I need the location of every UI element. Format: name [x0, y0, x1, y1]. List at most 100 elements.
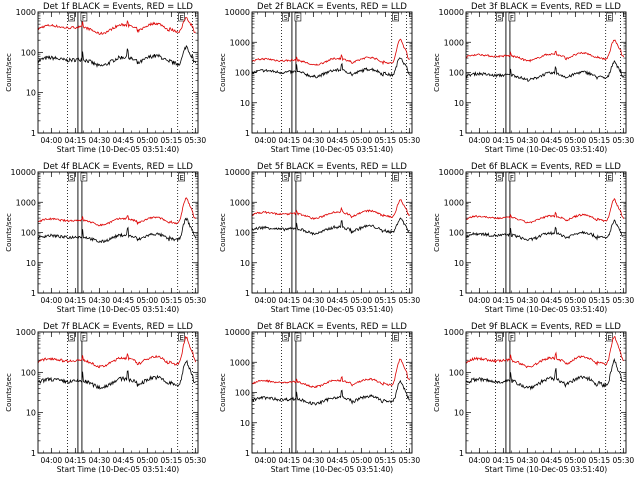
flag-marker-tag — [294, 12, 302, 22]
flag-marker-label: S — [497, 174, 502, 182]
flag-marker-label: F — [296, 14, 300, 22]
x-tick-label: 05:15 — [589, 136, 611, 145]
y-tick-label: 100 — [21, 368, 36, 377]
x-tick-label: 05:00 — [351, 296, 373, 305]
flag-marker-tag — [392, 172, 399, 182]
x-tick-label: 04:45 — [327, 456, 349, 465]
x-tick-label: 05:15 — [589, 456, 611, 465]
x-tick-label: 04:45 — [113, 296, 135, 305]
y-tick-label: 10 — [454, 99, 464, 108]
x-tick-label: 04:45 — [113, 456, 135, 465]
x-tick-label: 05:30 — [399, 456, 421, 465]
series-lld-line — [37, 197, 197, 227]
flag-marker-tag — [294, 332, 302, 342]
x-tick-label: 05:15 — [161, 296, 183, 305]
x-tick-label: 04:45 — [541, 456, 563, 465]
y-tick-label: 1 — [31, 289, 36, 298]
flag-marker-label: S — [283, 174, 288, 182]
y-tick-label: 100 — [235, 69, 250, 78]
x-tick-label: 05:15 — [375, 296, 397, 305]
x-tick-label: 05:30 — [399, 296, 421, 305]
flag-marker-tag — [606, 172, 613, 182]
y-axis-label: Counts/sec — [5, 373, 13, 412]
x-axis-label: Start Time (10-Dec-05 03:51:40) — [271, 305, 393, 314]
flag-marker-label: S — [69, 174, 74, 182]
y-tick-label: 100 — [449, 229, 464, 238]
panel-title: Det 6f BLACK = Events, RED = LLD — [471, 162, 621, 172]
flag-marker-label: E — [607, 334, 611, 342]
detector-panel-5: Det 5f BLACK = Events, RED = LLD Counts/s… — [219, 162, 420, 314]
y-tick-label: 1 — [459, 289, 464, 298]
x-axis-label: Start Time (10-Dec-05 03:51:40) — [485, 465, 607, 474]
flag-marker-tag — [508, 12, 516, 22]
y-axis-label: Counts/sec — [219, 373, 227, 412]
panel-title: Det 1f BLACK = Events, RED = LLD — [43, 2, 193, 12]
series-events-line — [465, 59, 625, 82]
panel-title: Det 9f BLACK = Events, RED = LLD — [471, 322, 621, 332]
flag-marker-tag — [80, 332, 88, 342]
x-tick-label: 04:15 — [65, 136, 87, 145]
plot-frame — [251, 11, 413, 134]
y-tick-label: 1 — [459, 449, 464, 458]
flag-marker-label: E — [179, 334, 183, 342]
y-tick-label: 1000 — [16, 8, 36, 17]
x-tick-label: 05:00 — [137, 136, 159, 145]
x-tick-label: 04:00 — [41, 296, 63, 305]
plot-frame — [465, 331, 627, 454]
x-tick-label: 05:30 — [399, 136, 421, 145]
series-lld-line — [37, 17, 196, 35]
panel-title: Det 7f BLACK = Events, RED = LLD — [43, 322, 193, 332]
series-lld-line — [251, 38, 410, 66]
flag-marker-box — [291, 331, 297, 454]
detector-panel-7: Det 7f BLACK = Events, RED = LLD Counts/s… — [5, 322, 206, 474]
x-tick-label: 05:15 — [375, 136, 397, 145]
x-tick-label: 05:30 — [613, 136, 635, 145]
y-tick-label: 10000 — [225, 328, 250, 337]
x-tick-label: 04:00 — [469, 296, 491, 305]
flag-marker-tag — [606, 332, 613, 342]
plot-frame — [37, 11, 199, 134]
flag-marker-label: F — [82, 14, 86, 22]
series-events-line — [465, 219, 624, 242]
flag-marker-tag — [68, 332, 75, 342]
x-tick-label: 04:00 — [469, 456, 491, 465]
y-axis-label: Counts/sec — [433, 53, 441, 92]
x-tick-label: 04:00 — [41, 456, 63, 465]
flag-marker-tag — [68, 172, 75, 182]
x-tick-label: 05:30 — [185, 456, 207, 465]
x-tick-label: 04:00 — [255, 296, 277, 305]
flag-marker-label: F — [510, 334, 514, 342]
y-tick-label: 10000 — [439, 8, 464, 17]
flag-marker-tag — [496, 172, 503, 182]
flag-marker-label: F — [510, 14, 514, 22]
x-tick-label: 04:30 — [303, 136, 325, 145]
flag-marker-tag — [68, 12, 75, 22]
y-tick-label: 10 — [240, 259, 250, 268]
flag-marker-label: S — [497, 334, 502, 342]
x-axis-label: Start Time (10-Dec-05 03:51:40) — [57, 465, 179, 474]
series-events-line — [251, 217, 410, 236]
flag-marker-tag — [80, 12, 88, 22]
flag-marker-label: E — [179, 14, 183, 22]
flag-marker-label: E — [607, 14, 611, 22]
x-tick-label: 04:00 — [41, 136, 63, 145]
x-axis-label: Start Time (10-Dec-05 03:51:40) — [271, 465, 393, 474]
x-tick-label: 04:15 — [493, 456, 515, 465]
x-tick-label: 04:30 — [89, 136, 111, 145]
y-tick-label: 100 — [449, 368, 464, 377]
x-tick-label: 04:00 — [469, 136, 491, 145]
panel-title: Det 3f BLACK = Events, RED = LLD — [471, 2, 621, 12]
flag-marker-box — [505, 11, 511, 134]
flag-marker-label: F — [510, 174, 514, 182]
x-axis-label: Start Time (10-Dec-05 03:51:40) — [57, 305, 179, 314]
flag-marker-tag — [508, 172, 516, 182]
y-axis-label: Counts/sec — [5, 53, 13, 92]
y-tick-label: 1 — [245, 289, 250, 298]
plot-frame — [465, 11, 627, 134]
detector-panel-4: Det 4f BLACK = Events, RED = LLD Counts/s… — [5, 162, 206, 314]
flag-marker-tag — [508, 332, 516, 342]
flag-marker-label: S — [497, 14, 502, 22]
detector-panel-2: Det 2f BLACK = Events, RED = LLD Counts/s… — [219, 2, 420, 154]
y-tick-label: 100 — [449, 69, 464, 78]
